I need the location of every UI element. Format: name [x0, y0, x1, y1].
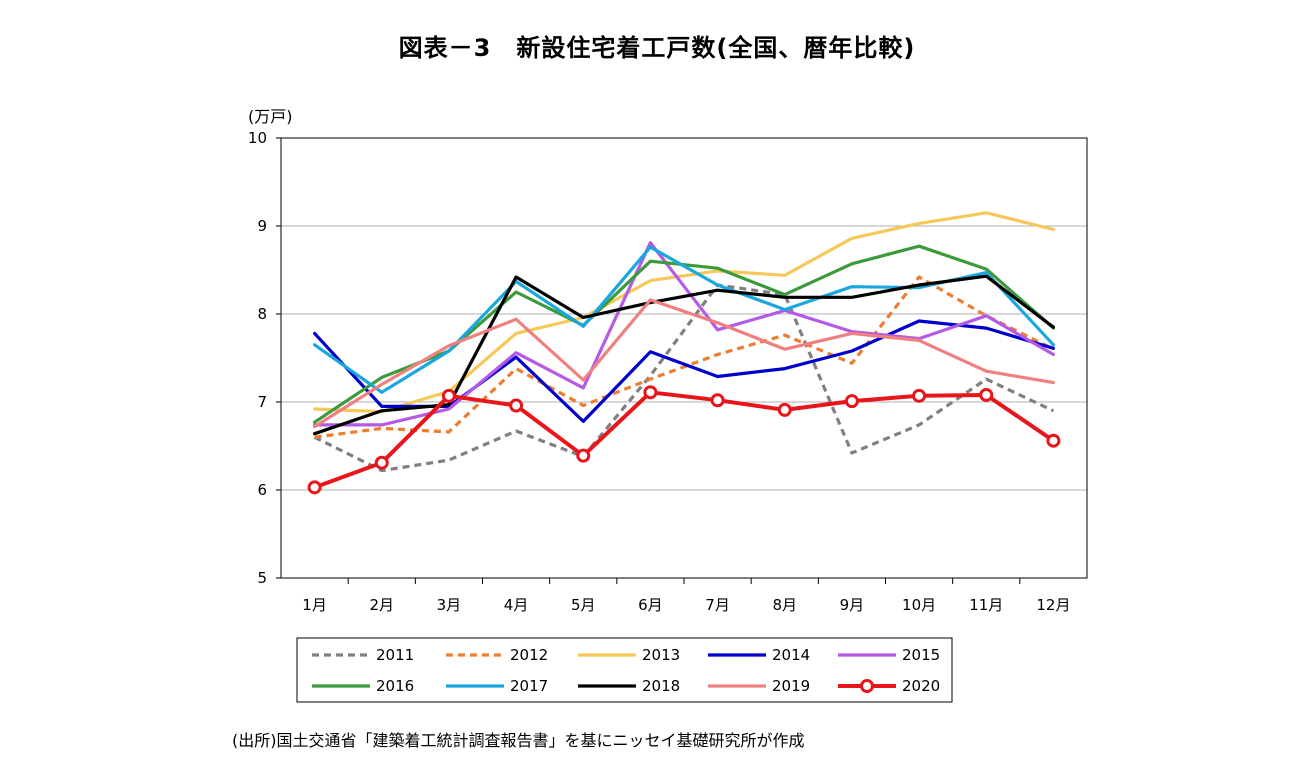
data-point-2020 [1046, 433, 1061, 448]
x-tick-label: 3月 [437, 596, 462, 614]
legend-label-2012: 2012 [510, 646, 548, 664]
y-axis: 5 6 7 8 9 10 [248, 129, 281, 587]
y-tick-label: 6 [257, 481, 267, 499]
series-line-2020 [312, 390, 1056, 490]
x-tick-label: 9月 [840, 596, 865, 614]
x-tick-label: 5月 [571, 596, 596, 614]
legend-frame [296, 637, 953, 703]
plot-area-frame [280, 137, 1088, 579]
x-axis: 1月 2月 3月 4月 5月 6月 7月 8月 9月 10月 11月 12月 [302, 578, 1070, 614]
legend-label-2019: 2019 [772, 677, 810, 695]
y-tick-label: 8 [257, 305, 267, 323]
x-tick-label: 11月 [969, 596, 1003, 614]
legend-label-2013: 2013 [642, 646, 680, 664]
x-tick-label: 1月 [302, 596, 327, 614]
legend-label-2020: 2020 [902, 677, 940, 695]
data-point-2020 [777, 402, 792, 417]
x-tick-label: 6月 [638, 596, 663, 614]
legend-label-2014: 2014 [772, 646, 810, 664]
source-note: (出所)国土交通省「建築着工統計調査報告書」を基にニッセイ基礎研究所が作成 [232, 731, 805, 750]
y-tick-label: 10 [248, 129, 267, 147]
data-point-2020 [710, 393, 725, 408]
x-tick-label: 2月 [369, 596, 394, 614]
chart-title: 図表－3 新設住宅着工戸数(全国、暦年比較) [398, 34, 916, 62]
x-tick-label: 4月 [504, 596, 529, 614]
legend-label-2018: 2018 [642, 677, 680, 695]
x-tick-label: 12月 [1036, 596, 1070, 614]
legend-label-2011: 2011 [376, 646, 414, 664]
series-line-2015 [313, 241, 1056, 427]
legend-label-2015: 2015 [902, 646, 940, 664]
legend: 2011 2012 2013 2014 2015 2016 2017 2018 2019 2020 [296, 637, 953, 703]
y-tick-label: 7 [257, 393, 267, 411]
data-point-2020 [979, 387, 994, 402]
data-point-2020 [374, 455, 389, 470]
data-point-2020 [509, 398, 524, 413]
y-tick-label: 5 [257, 569, 267, 587]
x-tick-label: 10月 [902, 596, 936, 614]
series-line-2017 [313, 245, 1056, 394]
y-axis-unit-label: (万戸) [248, 107, 293, 126]
y-tick-label: 9 [257, 217, 267, 235]
series-lines [307, 211, 1061, 495]
data-point-2020 [912, 388, 927, 403]
data-point-2020 [307, 480, 322, 495]
x-tick-label: 7月 [705, 596, 730, 614]
legend-marker-2020 [860, 679, 874, 693]
legend-label-2016: 2016 [376, 677, 414, 695]
series-line-2013 [313, 211, 1056, 414]
series-line-2011 [313, 283, 1055, 473]
data-point-2020 [844, 394, 859, 409]
data-point-2020 [576, 448, 591, 463]
x-tick-label: 8月 [772, 596, 797, 614]
legend-label-2017: 2017 [510, 677, 548, 695]
series-line-2019 [313, 298, 1056, 429]
data-point-2020 [441, 388, 456, 403]
data-point-2020 [643, 385, 658, 400]
